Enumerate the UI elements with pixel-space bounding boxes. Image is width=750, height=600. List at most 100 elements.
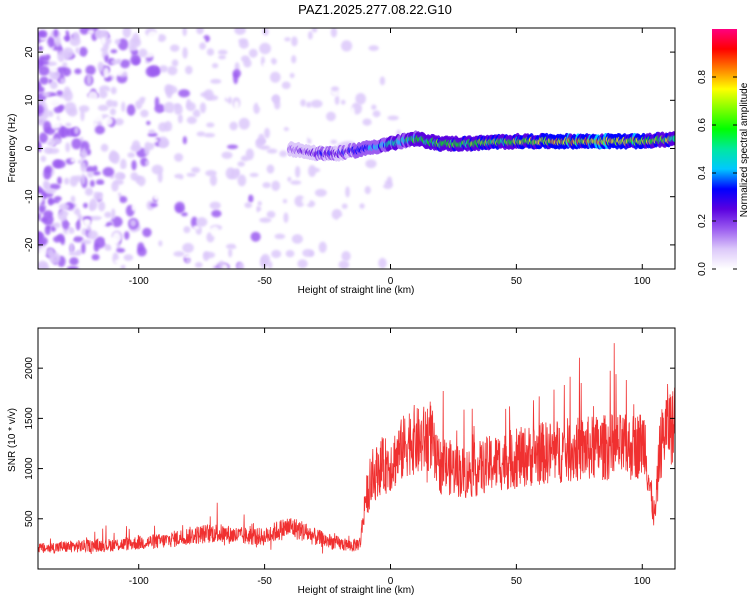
spectrogram-cell [75, 218, 81, 231]
spectrogram-cell [38, 151, 41, 158]
spectrogram-cell [114, 259, 126, 265]
spectrogram-cell [237, 174, 247, 187]
spectrogram-cell [74, 126, 79, 135]
spectrogram-cell [302, 175, 310, 186]
spectrogram-cell [87, 90, 99, 103]
spectrogram-cell [66, 265, 79, 269]
spectrogram-cell [353, 176, 359, 182]
spectrogram-cell [255, 205, 262, 213]
spectrogram-cell [238, 38, 248, 44]
spectrogram-cell [262, 28, 269, 36]
spectrogram-cell [170, 44, 180, 52]
spectrogram-cell [108, 152, 118, 163]
spectrogram-cell [119, 195, 128, 204]
spectrogram-cell [291, 36, 298, 47]
spectrogram-cell [80, 161, 87, 173]
spectrogram-cell [67, 107, 78, 117]
spectrogram-cell [264, 127, 270, 139]
spectrogram-cell [233, 100, 240, 111]
spectrogram-cell [86, 148, 91, 156]
spectrogram-cell [78, 105, 90, 113]
spectrogram-cell [38, 132, 48, 144]
spectrogram-cell [290, 180, 302, 185]
spectrogram-cell [120, 158, 127, 171]
spectrogram-cell [43, 120, 52, 133]
spectrogram-y-tick-label: 20 [24, 46, 35, 58]
spectrogram-cell [43, 179, 49, 189]
spectrogram-cell [287, 176, 292, 182]
spectrogram-y-tick-label: -10 [24, 189, 35, 204]
spectrogram-cell [85, 166, 96, 173]
spectrogram-cell [79, 46, 88, 57]
spectrogram-cell [150, 202, 158, 208]
spectrogram-cell [81, 242, 86, 254]
spectrogram-cell [177, 113, 183, 124]
spectrogram-cell [210, 78, 222, 84]
spectrogram-cell [378, 117, 385, 123]
spectrogram-cell [283, 212, 289, 223]
spectrogram-cell [87, 230, 99, 240]
spectrogram-cell [81, 147, 87, 157]
spectrogram-cell [265, 194, 270, 201]
spectrogram-cell [152, 236, 160, 248]
snr-x-tick-label: 100 [634, 576, 651, 587]
spectrogram-cell [352, 198, 361, 210]
spectrogram-cell [226, 144, 239, 150]
spectrogram-cell [167, 131, 173, 138]
spectrogram-cell [238, 117, 250, 130]
spectrogram-cell [142, 227, 152, 238]
spectrogram-cell [185, 200, 196, 211]
spectrogram-cell [267, 261, 273, 269]
spectrogram-cell [192, 225, 200, 230]
spectrogram-cell [50, 226, 57, 232]
spectrogram-cell [266, 210, 276, 219]
spectrogram-cell [126, 104, 136, 116]
spectrogram-cell [308, 41, 318, 48]
spectrogram-cell [103, 42, 110, 51]
spectrogram-x-tick-label: -100 [129, 276, 149, 287]
spectrogram-cell [158, 139, 169, 148]
spectrogram-cell [89, 198, 98, 211]
spectrogram-cell [130, 183, 140, 191]
spectrogram-cell [262, 182, 271, 189]
spectrogram-cell [99, 90, 108, 99]
spectrogram-cell [120, 264, 126, 269]
spectrogram-cell [98, 201, 106, 212]
spectrogram-cell [355, 92, 366, 105]
spectrogram-cell [212, 130, 219, 143]
spectrogram-cell [58, 203, 70, 211]
spectrogram-cell [164, 84, 173, 94]
spectrogram-cell [110, 86, 117, 95]
spectrogram-cell [248, 48, 258, 58]
spectrogram-cell [153, 194, 160, 201]
spectrogram-cell [87, 29, 95, 35]
spectrogram-cell [74, 68, 82, 75]
spectrogram-cell [292, 221, 302, 233]
spectrogram-cell [57, 209, 69, 222]
spectrogram-cell [234, 151, 244, 164]
spectrogram-cell [283, 126, 290, 132]
spectrogram-cell [90, 216, 103, 221]
spectrogram-cell [95, 179, 105, 186]
spectrogram-cell [259, 145, 271, 150]
spectrogram-cell [307, 31, 313, 40]
spectrogram-cell [48, 196, 53, 206]
snr-plot-area [38, 343, 675, 555]
spectrogram-cell [104, 116, 114, 126]
spectrogram-cell [46, 248, 55, 257]
spectrogram-cell [148, 129, 156, 134]
spectrogram-cell [257, 201, 262, 207]
spectrogram-cell [285, 164, 297, 172]
spectrogram-cell [86, 225, 91, 232]
spectrogram-cell [289, 72, 295, 79]
snr-y-axis-label: SNR (10 * v/v) [7, 408, 18, 472]
spectrogram-x-axis-label: Height of straight line (km) [298, 285, 415, 296]
spectrogram-cell [132, 32, 140, 45]
spectrogram-cell [38, 213, 41, 221]
spectrogram-cell [38, 65, 50, 76]
spectrogram-cell [40, 155, 47, 162]
spectrogram-cell [49, 80, 58, 90]
spectrogram-cell [87, 171, 94, 178]
spectrogram-cell [211, 63, 219, 69]
